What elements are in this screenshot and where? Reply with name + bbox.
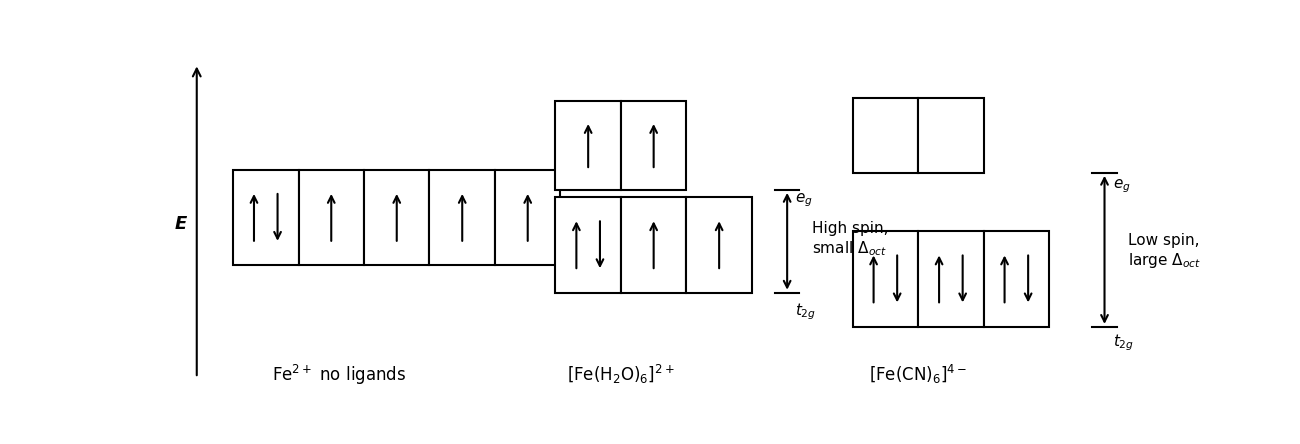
Bar — [429, 170, 495, 265]
Bar — [853, 231, 918, 327]
Bar — [984, 231, 1049, 327]
Text: $t_{2g}$: $t_{2g}$ — [1113, 332, 1134, 353]
Bar — [621, 197, 686, 293]
Bar — [299, 170, 364, 265]
Text: Fe$^{2+}$ no ligands: Fe$^{2+}$ no ligands — [272, 363, 406, 387]
Bar — [233, 170, 299, 265]
Bar — [555, 101, 621, 190]
Bar — [621, 101, 686, 190]
Text: [Fe(CN)$_6$]$^{4-}$: [Fe(CN)$_6$]$^{4-}$ — [870, 363, 967, 386]
Text: High spin,
small $\Delta_{oct}$: High spin, small $\Delta_{oct}$ — [812, 222, 889, 258]
Text: $e_g$: $e_g$ — [796, 192, 812, 209]
Bar — [555, 197, 621, 293]
Bar — [853, 98, 918, 173]
Text: [Fe(H$_2$O)$_6$]$^{2+}$: [Fe(H$_2$O)$_6$]$^{2+}$ — [567, 363, 675, 386]
Text: $t_{2g}$: $t_{2g}$ — [796, 301, 816, 322]
Text: $e_g$: $e_g$ — [1113, 177, 1130, 194]
Bar — [918, 231, 984, 327]
Text: Low spin,
large $\Delta_{oct}$: Low spin, large $\Delta_{oct}$ — [1127, 233, 1201, 270]
Bar — [918, 98, 984, 173]
Bar — [495, 170, 560, 265]
Bar — [686, 197, 751, 293]
Bar — [364, 170, 429, 265]
Text: $\bfit{E}$: $\bfit{E}$ — [174, 215, 187, 233]
